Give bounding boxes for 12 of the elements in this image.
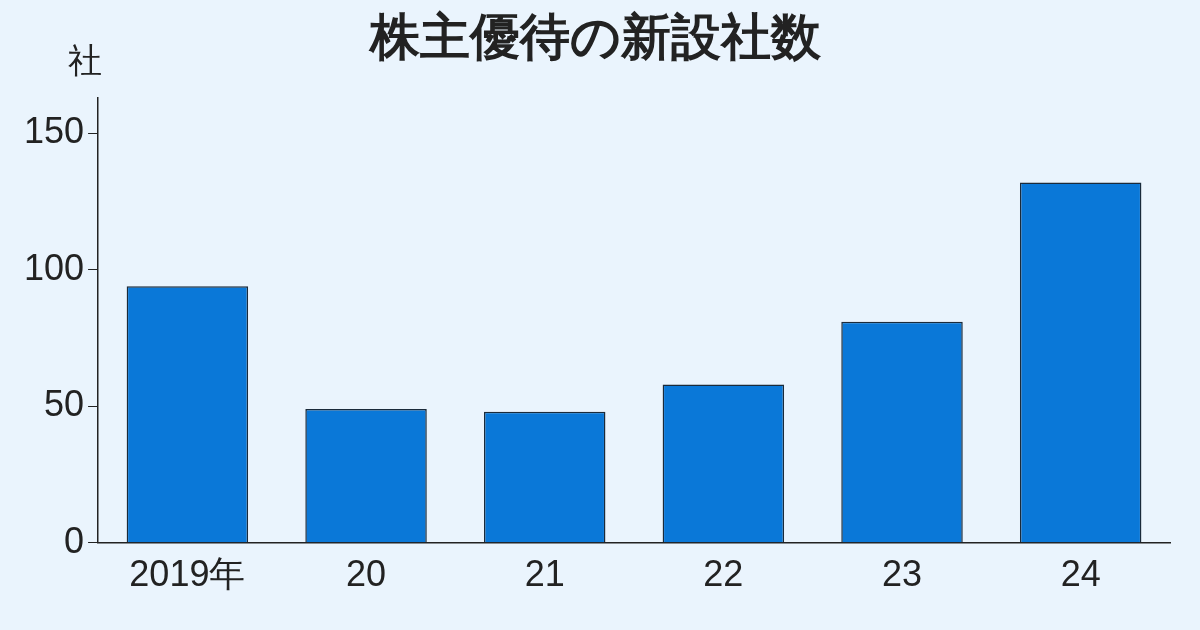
x-tick-label: 22 [703, 553, 744, 595]
y-tick-label: 50 [44, 383, 85, 425]
x-tick-label: 2019年 [129, 553, 246, 595]
x-tick-label: 20 [346, 553, 387, 595]
x-tick-label: 21 [524, 553, 565, 595]
y-axis-title: 社 [68, 41, 102, 80]
chart-title: 株主優待の新設社数 [367, 8, 822, 65]
x-tick-label: 23 [881, 553, 923, 595]
x-tick-label: 24 [1060, 553, 1101, 595]
y-tick-label: 150 [23, 110, 85, 152]
y-tick-label: 0 [64, 519, 85, 561]
y-tick-label: 100 [23, 246, 85, 288]
